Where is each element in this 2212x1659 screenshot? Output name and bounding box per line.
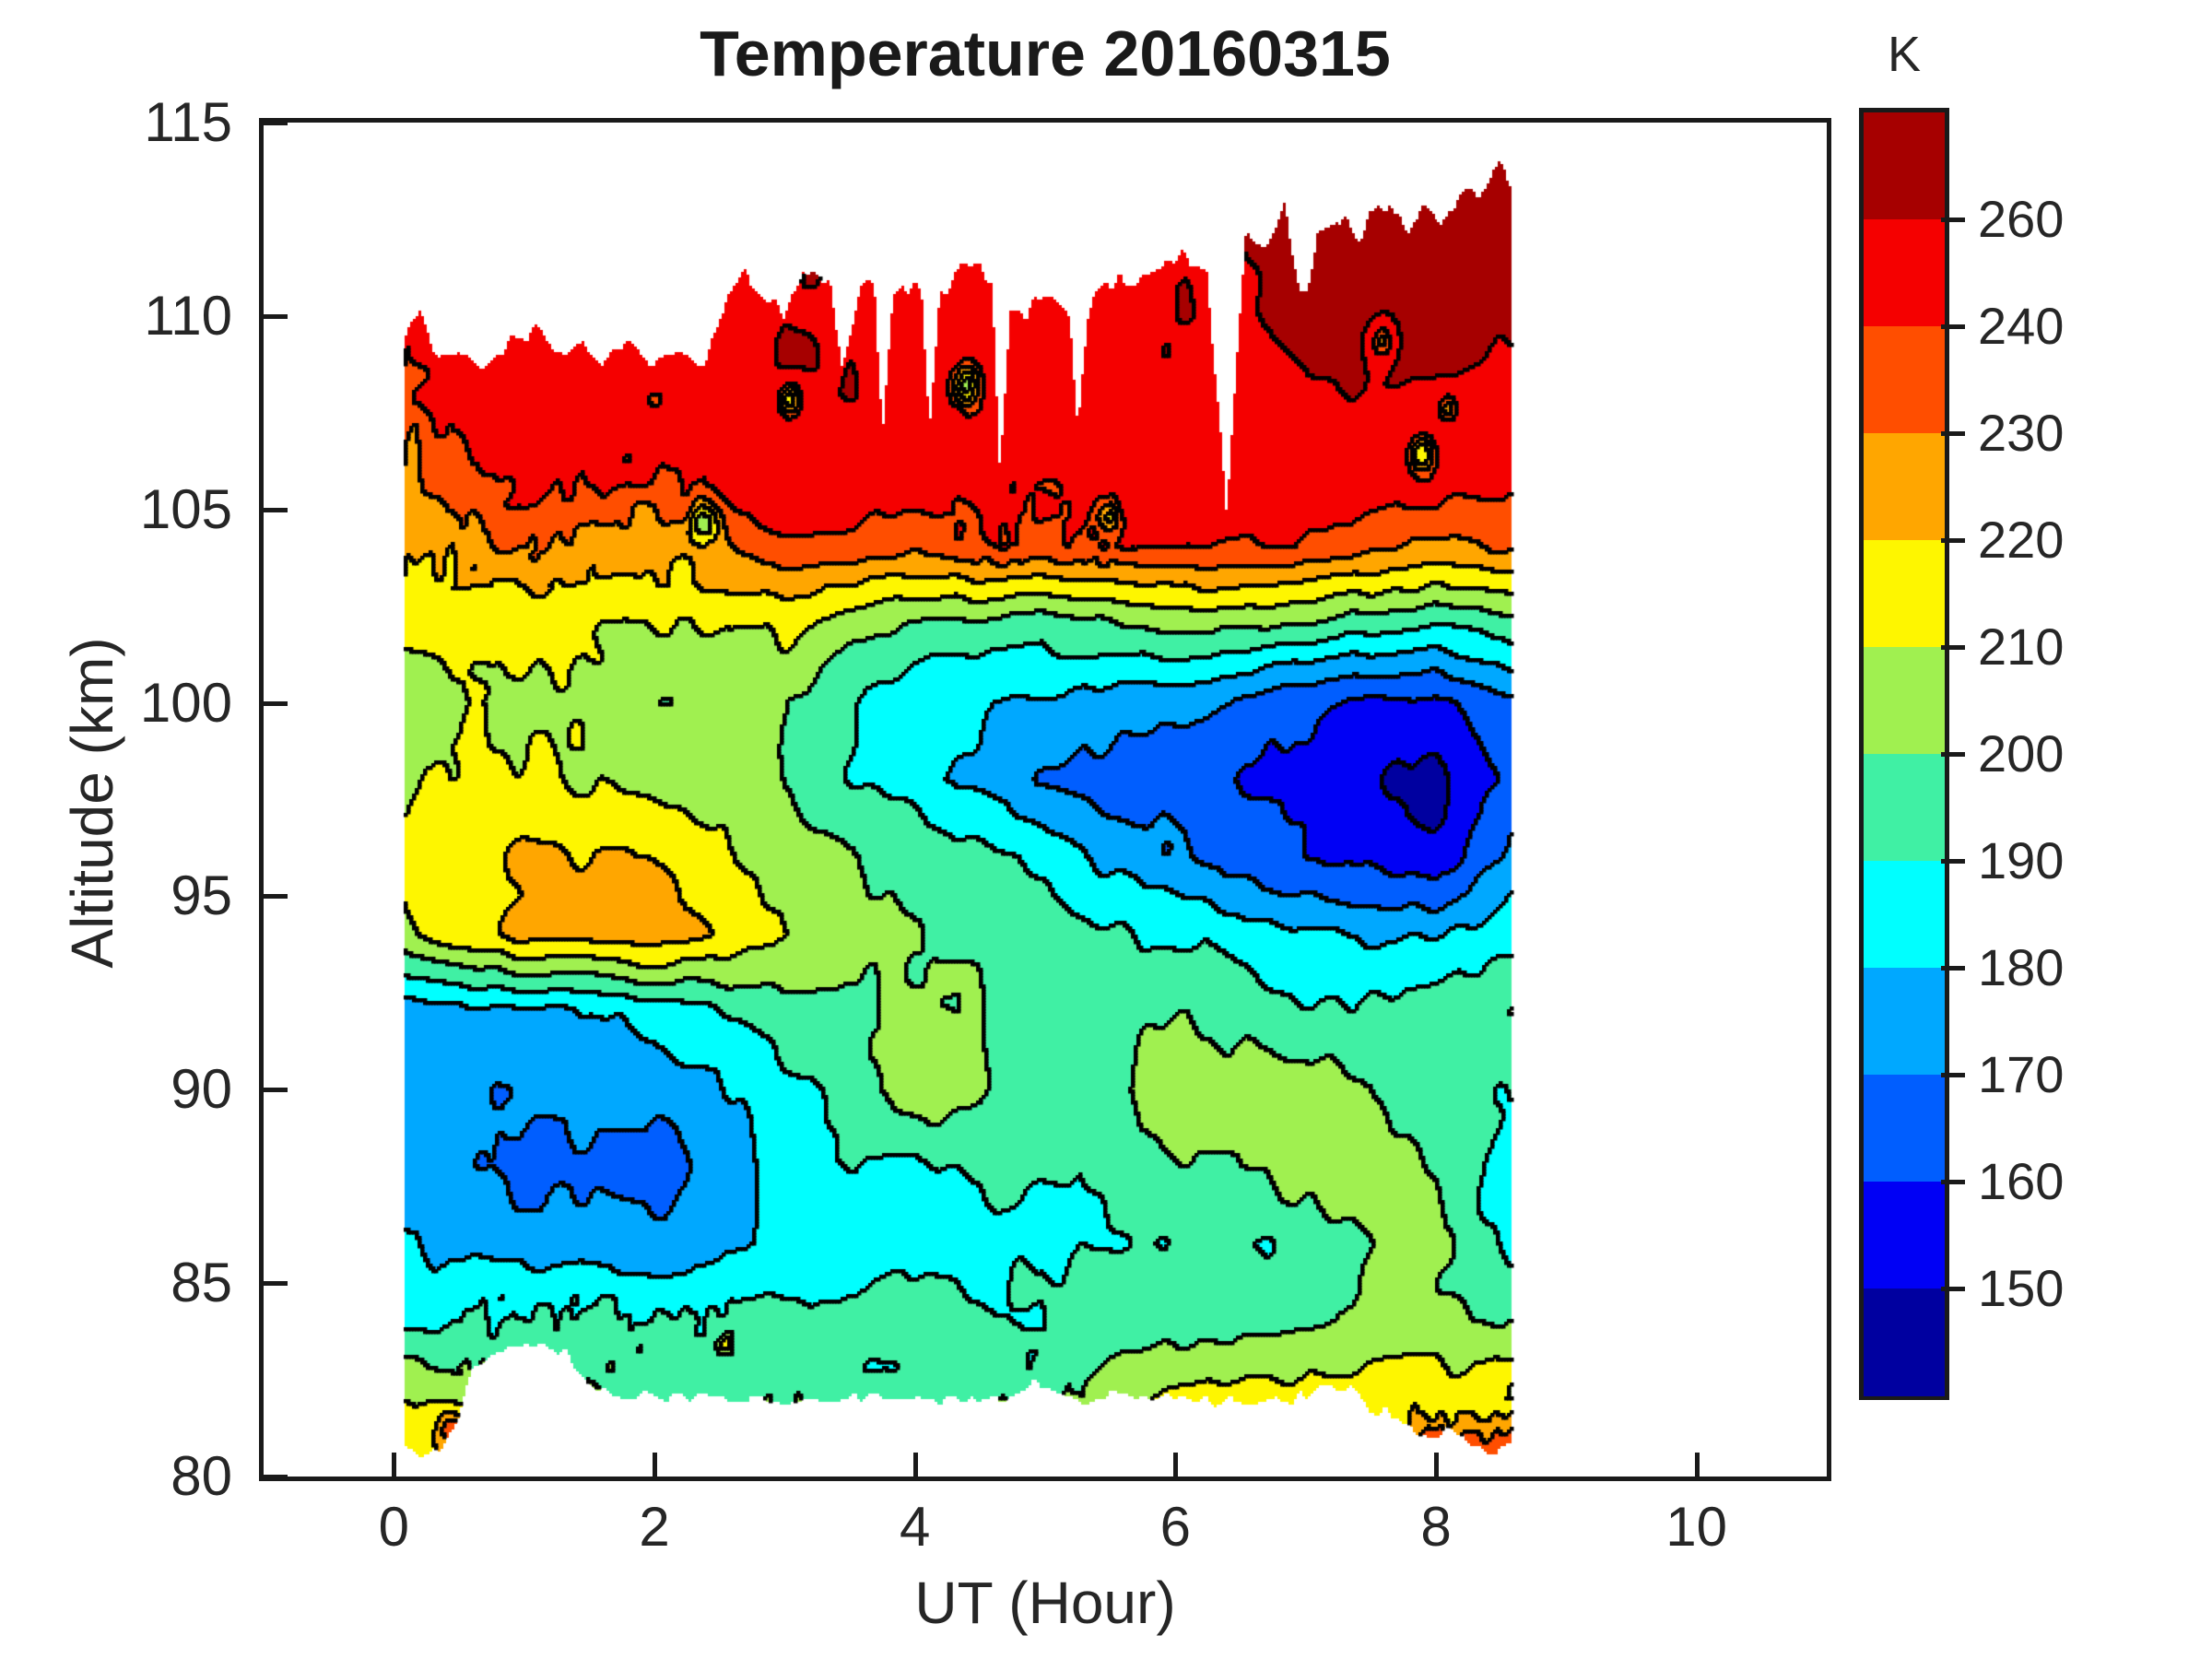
y-tick-label: 90: [171, 1058, 232, 1121]
y-tick-label: 80: [171, 1445, 232, 1507]
colorbar-tick-label: 160: [1978, 1152, 2065, 1210]
colorbar-tick: [1941, 645, 1965, 650]
colorbar-segment: [1864, 433, 1945, 541]
colorbar-tick-label: 210: [1978, 618, 2065, 676]
colorbar-tick: [1941, 324, 1965, 329]
y-tick-label: 115: [144, 91, 232, 153]
colorbar-segment: [1864, 219, 1945, 327]
x-tick-label: 8: [1420, 1496, 1452, 1558]
y-tick-label: 110: [144, 284, 232, 347]
x-axis-tick: [1434, 1453, 1439, 1477]
y-axis-tick: [264, 1281, 288, 1287]
colorbar-tick-label: 200: [1978, 724, 2065, 782]
colorbar-segment: [1864, 540, 1945, 648]
colorbar-segment: [1864, 112, 1945, 220]
colorbar-tick-label: 230: [1978, 404, 2065, 462]
y-tick-label: 95: [171, 865, 232, 927]
y-axis-tick: [264, 313, 288, 319]
colorbar-tick-label: 240: [1978, 297, 2065, 355]
y-axis-tick: [264, 1088, 288, 1093]
colorbar-tick: [1941, 431, 1965, 436]
x-axis-tick: [1694, 1453, 1700, 1477]
colorbar-tick-label: 150: [1978, 1259, 2065, 1317]
y-axis-tick: [264, 1475, 288, 1479]
colorbar-unit-label: K: [1887, 27, 1922, 82]
x-axis-label: UT (Hour): [914, 1570, 1176, 1636]
colorbar-tick: [1941, 1073, 1965, 1077]
x-tick-label: 6: [1159, 1496, 1192, 1558]
x-axis-tick: [392, 1453, 397, 1477]
colorbar-tick: [1941, 1287, 1965, 1291]
y-axis-tick: [264, 894, 288, 900]
colorbar-tick-label: 190: [1978, 831, 2065, 889]
colorbar-segment: [1864, 647, 1945, 755]
y-tick-label: 105: [139, 477, 232, 540]
colorbar-tick: [1941, 966, 1965, 971]
chart-title: Temperature 20160315: [700, 18, 1391, 89]
x-axis-tick: [1173, 1453, 1179, 1477]
y-axis-tick: [264, 507, 288, 512]
colorbar-tick-label: 220: [1978, 511, 2065, 569]
x-axis-tick: [912, 1453, 918, 1477]
contour-plot-canvas: [264, 123, 1827, 1477]
y-axis-tick: [264, 121, 288, 125]
colorbar-tick-label: 180: [1978, 938, 2065, 996]
x-tick-label: 4: [899, 1496, 931, 1558]
colorbar-segment: [1864, 754, 1945, 862]
colorbar-segment: [1864, 1075, 1945, 1182]
colorbar-tick: [1941, 1180, 1965, 1184]
x-axis-tick: [653, 1453, 657, 1477]
colorbar-tick-label: 170: [1978, 1045, 2065, 1103]
colorbar-segment: [1864, 861, 1945, 969]
y-axis-tick: [264, 700, 288, 706]
colorbar-tick: [1941, 218, 1965, 222]
y-tick-label: 85: [171, 1252, 232, 1314]
colorbar-tick: [1941, 538, 1965, 543]
colorbar-tick: [1941, 859, 1965, 864]
colorbar-segment: [1864, 968, 1945, 1076]
x-tick-label: 2: [639, 1496, 670, 1558]
colorbar-tick-label: 260: [1978, 190, 2065, 248]
colorbar-segment: [1864, 1288, 1945, 1396]
colorbar-tick: [1941, 752, 1965, 757]
x-tick-label: 0: [378, 1496, 410, 1558]
colorbar: [1859, 108, 1949, 1400]
plot-area: [259, 118, 1831, 1481]
colorbar-segment: [1864, 326, 1945, 434]
x-tick-label: 10: [1665, 1496, 1728, 1558]
colorbar-segment: [1864, 1182, 1945, 1289]
y-tick-label: 100: [139, 671, 232, 734]
